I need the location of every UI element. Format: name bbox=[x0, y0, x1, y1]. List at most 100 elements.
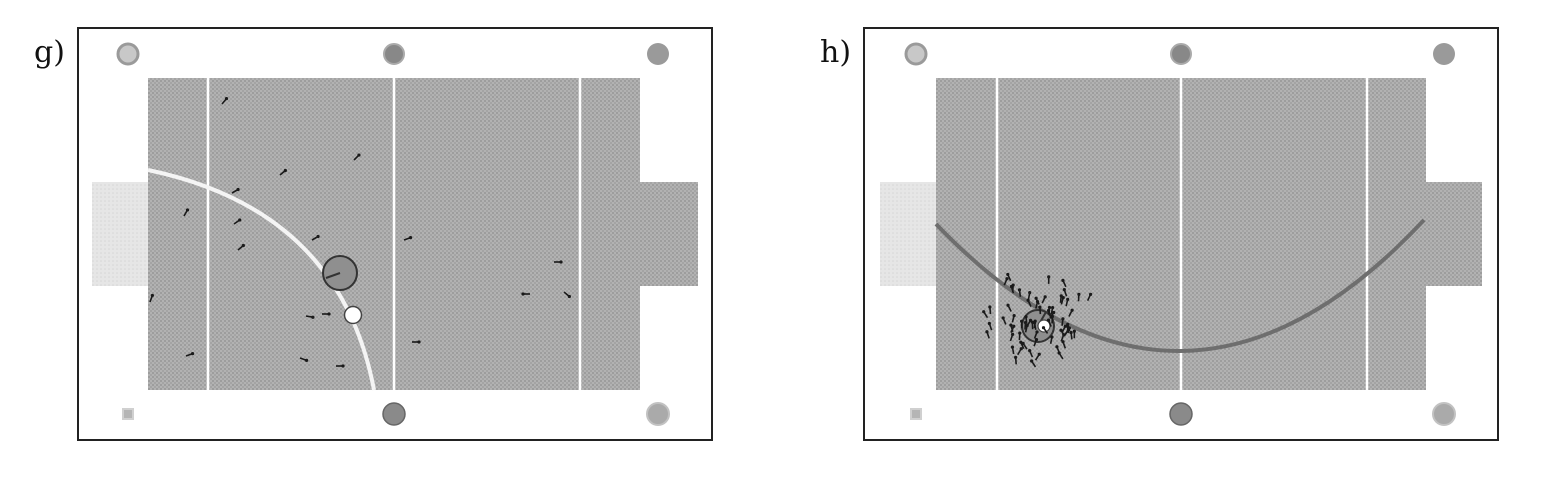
particle-head bbox=[1062, 333, 1066, 337]
particle-head bbox=[357, 153, 361, 157]
particle-head bbox=[1038, 305, 1042, 309]
particle-head bbox=[311, 315, 315, 319]
panel-h-marker bbox=[910, 408, 922, 420]
particle-head bbox=[1005, 277, 1009, 281]
panel-g-arc bbox=[147, 168, 376, 391]
panel-h-particles bbox=[982, 272, 1093, 368]
particle-head bbox=[1019, 347, 1023, 351]
particle-head bbox=[1006, 272, 1010, 277]
panel-h-marker bbox=[1169, 402, 1193, 426]
particle-head bbox=[1030, 320, 1034, 324]
particle-head bbox=[1020, 319, 1024, 323]
particle-head bbox=[1012, 313, 1016, 318]
particle-head bbox=[1009, 284, 1014, 289]
particle-head bbox=[1024, 315, 1028, 319]
panel-g-robot-heading bbox=[325, 272, 341, 279]
particle-head bbox=[238, 218, 242, 222]
particle-head bbox=[1011, 332, 1015, 336]
particle-head bbox=[1028, 348, 1032, 353]
particle-head bbox=[1069, 330, 1073, 335]
particle-head bbox=[1077, 292, 1081, 296]
particle-head bbox=[1018, 331, 1022, 335]
panel-g-marker bbox=[116, 42, 140, 66]
particle-head bbox=[1006, 303, 1010, 307]
particle-head bbox=[1055, 345, 1059, 349]
particle-head bbox=[1051, 306, 1055, 310]
particle-head bbox=[185, 208, 190, 212]
panel-h-marker bbox=[1433, 43, 1455, 65]
panel-g bbox=[77, 27, 713, 441]
particle-head bbox=[1072, 329, 1076, 333]
particle-head bbox=[190, 352, 195, 356]
panel-h-marker bbox=[904, 42, 928, 66]
particle-head bbox=[417, 340, 421, 344]
particle-head bbox=[1043, 295, 1047, 299]
particle-head bbox=[224, 97, 229, 101]
panel-h-left-goal bbox=[880, 182, 938, 286]
panel-g-ball bbox=[343, 305, 363, 325]
panel-g-marker bbox=[122, 408, 134, 420]
panel-g-marker bbox=[647, 43, 669, 65]
particle-head bbox=[1014, 355, 1018, 359]
particle-head bbox=[1050, 314, 1054, 319]
particle-head bbox=[1089, 292, 1093, 296]
panel-h-marker bbox=[1170, 43, 1192, 65]
panel-g-marker bbox=[383, 43, 405, 65]
particle-head bbox=[982, 310, 986, 314]
particle-head bbox=[1001, 316, 1005, 320]
particle-head bbox=[987, 321, 991, 326]
particle-head bbox=[1070, 308, 1074, 312]
particle-head bbox=[1017, 288, 1022, 292]
particle-head bbox=[1021, 341, 1025, 345]
particle-head bbox=[1050, 335, 1054, 339]
particle-head bbox=[408, 236, 413, 240]
particle-head bbox=[1010, 345, 1015, 349]
panel-label-h: h) bbox=[820, 35, 852, 70]
particle-head bbox=[1033, 319, 1037, 323]
panel-label-g: g) bbox=[34, 35, 65, 70]
particle-head bbox=[1046, 318, 1051, 322]
panel-g-particles bbox=[149, 97, 571, 368]
particle-head bbox=[988, 305, 992, 309]
particle-head bbox=[1061, 317, 1065, 321]
particle-head bbox=[1012, 324, 1016, 328]
particle-head bbox=[1028, 290, 1032, 295]
particle-head bbox=[1059, 328, 1063, 332]
particle-head bbox=[1052, 310, 1056, 315]
particle-head bbox=[985, 330, 989, 334]
particle-head bbox=[1034, 296, 1038, 300]
particle-head bbox=[567, 294, 571, 299]
panel-h-marker bbox=[1432, 402, 1456, 426]
particle-head bbox=[521, 292, 525, 296]
particle-head bbox=[1062, 288, 1066, 292]
particle-head bbox=[1063, 324, 1067, 328]
particle-head bbox=[559, 260, 563, 264]
particle-head bbox=[1066, 297, 1070, 301]
particle-head bbox=[283, 168, 287, 173]
particle-head bbox=[1034, 338, 1039, 342]
panel-g-left-goal bbox=[92, 182, 150, 286]
particle-head bbox=[327, 312, 331, 316]
particle-head bbox=[1030, 359, 1034, 363]
particle-head bbox=[1047, 275, 1051, 279]
particle-head bbox=[341, 364, 345, 368]
panel-h bbox=[863, 27, 1499, 441]
particle-head bbox=[1009, 323, 1013, 327]
particle-head bbox=[1047, 308, 1051, 313]
particle-head bbox=[1025, 323, 1029, 328]
panel-h-right-goal bbox=[1424, 182, 1482, 286]
particle-head bbox=[1037, 352, 1041, 356]
particle-head bbox=[1061, 296, 1065, 300]
panel-g-marker bbox=[646, 402, 670, 426]
particle-head bbox=[1035, 300, 1040, 304]
particle-head bbox=[1061, 278, 1065, 282]
particle-head bbox=[1041, 326, 1046, 330]
particle-head bbox=[241, 243, 245, 248]
panel-g-marker bbox=[382, 402, 406, 426]
particle-head bbox=[1067, 326, 1071, 330]
particle-head bbox=[316, 234, 320, 239]
panel-h-ball bbox=[1037, 319, 1051, 333]
panel-h-arc bbox=[934, 218, 1426, 353]
particle-head bbox=[304, 358, 309, 362]
